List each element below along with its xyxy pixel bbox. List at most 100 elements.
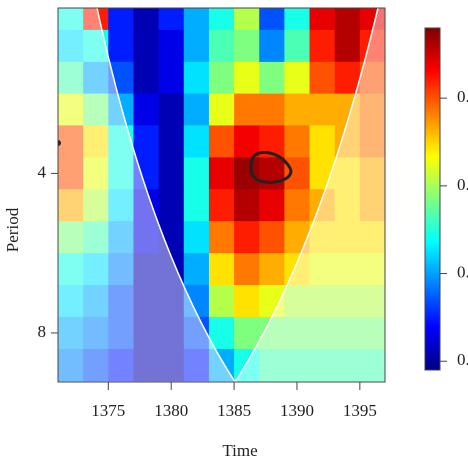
heat-cell bbox=[284, 157, 311, 190]
heat-cell bbox=[83, 157, 109, 190]
heat-cell bbox=[334, 29, 361, 63]
plot-frame bbox=[57, 7, 386, 383]
heat-cell bbox=[359, 189, 385, 222]
heat-cell bbox=[58, 348, 84, 382]
heat-cell bbox=[183, 348, 210, 382]
heat-cell bbox=[83, 253, 109, 286]
heat-cell bbox=[108, 29, 134, 63]
contour-fragment bbox=[58, 140, 61, 146]
heat-cell bbox=[259, 189, 285, 222]
heat-cell bbox=[284, 316, 311, 350]
heat-cell bbox=[359, 125, 385, 158]
y-axis-label: Period bbox=[3, 207, 22, 252]
heat-cell bbox=[234, 189, 260, 222]
heat-cell bbox=[58, 284, 84, 318]
heat-cell bbox=[259, 348, 285, 382]
heat-cell bbox=[259, 221, 285, 254]
heat-cell bbox=[234, 8, 260, 31]
heat-cell bbox=[108, 348, 134, 382]
y-tick-label: 4 bbox=[38, 162, 47, 181]
heat-cell bbox=[183, 61, 210, 95]
heat-cell bbox=[334, 125, 361, 158]
heat-cell bbox=[284, 348, 311, 382]
heat-cell bbox=[158, 348, 185, 382]
coi-line bbox=[96, 8, 379, 382]
heat-cell bbox=[58, 61, 84, 95]
heat-cell bbox=[183, 221, 210, 254]
heat-cell bbox=[83, 29, 109, 63]
x-tick-label: 1390 bbox=[280, 401, 314, 420]
heat-cell bbox=[83, 316, 109, 350]
heat-cell bbox=[234, 284, 260, 318]
heat-cell bbox=[284, 189, 311, 222]
heat-cell bbox=[133, 348, 160, 382]
heat-cell bbox=[158, 8, 185, 31]
heat-cell bbox=[309, 8, 336, 31]
heat-cell bbox=[58, 189, 84, 222]
heat-cell bbox=[108, 125, 134, 158]
heat-cell bbox=[359, 221, 385, 254]
heat-cell bbox=[183, 93, 210, 126]
heat-cell bbox=[359, 93, 385, 126]
heat-cell bbox=[208, 189, 235, 222]
heat-cell bbox=[208, 221, 235, 254]
heat-cell bbox=[334, 253, 361, 286]
heat-cell bbox=[234, 253, 260, 286]
heat-cell bbox=[208, 61, 235, 95]
colorbar-tick-label: 0.4 bbox=[457, 262, 468, 281]
significance-contour bbox=[249, 151, 293, 184]
heat-cell bbox=[234, 93, 260, 126]
heat-cell bbox=[259, 29, 285, 63]
heat-cell bbox=[158, 125, 185, 158]
heat-cell bbox=[83, 8, 109, 31]
heat-cell bbox=[259, 253, 285, 286]
heat-cell bbox=[183, 189, 210, 222]
heat-cell bbox=[334, 157, 361, 190]
heat-cell bbox=[108, 284, 134, 318]
heat-cell bbox=[133, 316, 160, 350]
heat-cell bbox=[158, 29, 185, 63]
coi-right bbox=[235, 8, 385, 382]
heat-cell bbox=[309, 221, 336, 254]
heat-cell bbox=[158, 189, 185, 222]
heat-cell bbox=[284, 93, 311, 126]
x-tick-label: 1395 bbox=[343, 401, 377, 420]
heat-cell bbox=[158, 284, 185, 318]
heat-cell bbox=[133, 284, 160, 318]
heat-cell bbox=[234, 29, 260, 63]
heat-cell bbox=[208, 29, 235, 63]
heat-cell bbox=[58, 8, 84, 31]
colorbar bbox=[424, 27, 441, 371]
heat-cell bbox=[108, 189, 134, 222]
heat-cell bbox=[108, 61, 134, 95]
heat-cell bbox=[359, 8, 385, 31]
heat-cell bbox=[234, 157, 260, 190]
heat-cell bbox=[359, 284, 385, 318]
heat-cell bbox=[259, 8, 285, 31]
heat-cell bbox=[108, 93, 134, 126]
x-axis-label: Time bbox=[222, 441, 257, 460]
heat-cell bbox=[359, 157, 385, 190]
heat-cell bbox=[183, 29, 210, 63]
x-tick-label: 1385 bbox=[217, 401, 251, 420]
heat-cell bbox=[183, 125, 210, 158]
heat-cell bbox=[208, 8, 235, 31]
heat-cell bbox=[133, 8, 160, 31]
heat-cell bbox=[83, 93, 109, 126]
heat-cell bbox=[284, 125, 311, 158]
heat-cell bbox=[284, 61, 311, 95]
heat-cell bbox=[133, 125, 160, 158]
heat-cell bbox=[108, 253, 134, 286]
colorbar-tick-label: 0.2 bbox=[457, 350, 468, 369]
heat-cell bbox=[208, 93, 235, 126]
heat-cell bbox=[158, 93, 185, 126]
heat-cell bbox=[83, 189, 109, 222]
y-tick-label: 8 bbox=[38, 322, 47, 341]
heat-cell bbox=[83, 348, 109, 382]
heat-cell bbox=[108, 221, 134, 254]
colorbar-tick-label: 0.8 bbox=[457, 87, 468, 106]
heat-cell bbox=[58, 316, 84, 350]
heat-cell bbox=[334, 8, 361, 31]
heat-cell bbox=[234, 221, 260, 254]
heat-cell bbox=[309, 189, 336, 222]
